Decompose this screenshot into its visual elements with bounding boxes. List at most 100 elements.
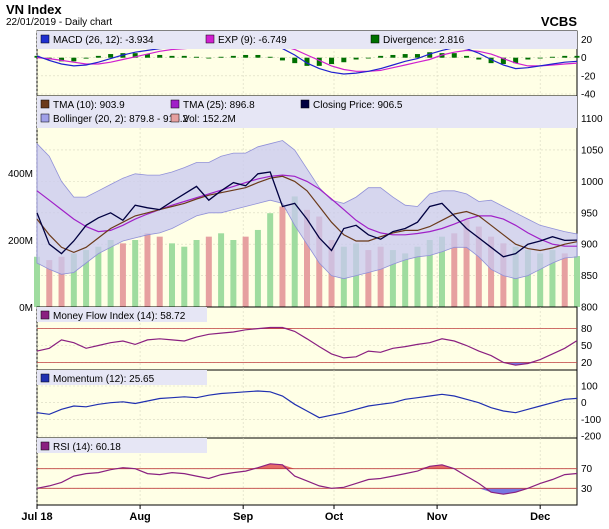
divergence-bar (255, 54, 261, 58)
chart-subtitle: 22/01/2019 - Daily chart (6, 17, 113, 28)
legend-swatch (300, 99, 310, 109)
legend-label: Vol: 152.2M (183, 114, 236, 125)
divergence-bar (230, 55, 236, 58)
x-tick-label: Aug (129, 511, 150, 523)
legend-label: TMA (10): 903.9 (53, 100, 125, 111)
divergence-bar (292, 57, 298, 64)
tma25-line (36, 174, 578, 247)
divergence-bar (427, 52, 433, 58)
legend-strip (37, 370, 207, 385)
legend-label: RSI (14): 60.18 (53, 442, 121, 453)
divergence-bar (451, 53, 457, 58)
mfi-line (36, 326, 578, 366)
divergence-bar (316, 57, 322, 66)
legend-swatch (170, 99, 180, 109)
volume-bar (119, 243, 126, 307)
y-tick-label: 1000 (581, 177, 604, 188)
volume-bar (279, 206, 286, 307)
mom-line (36, 390, 578, 419)
divergence-bar (218, 56, 224, 58)
legend-swatch (40, 99, 50, 109)
volume-bar (463, 219, 470, 307)
divergence-bar (390, 54, 396, 58)
legend-swatch (40, 373, 50, 383)
volume-bar (524, 250, 531, 307)
divergence-bar (476, 57, 482, 60)
y-tick-label: 1050 (581, 145, 604, 156)
legend-label: Bollinger (20, 2): 879.8 - 916.2 (53, 114, 189, 125)
bollinger-band (36, 140, 578, 280)
volume-bar (574, 256, 580, 307)
volume-bar (389, 250, 396, 307)
legend-swatch (170, 113, 180, 123)
y-tick-label: 800 (581, 303, 598, 314)
legend-swatch (40, 310, 50, 320)
volume-bar (475, 226, 482, 307)
tma10-line (36, 175, 578, 254)
legend-label: Momentum (12): 25.65 (53, 374, 155, 385)
y-tick-label: 950 (581, 208, 598, 219)
volume-bar (95, 246, 102, 307)
volume-bar (58, 256, 65, 307)
legend-strip (37, 307, 207, 322)
volume-bar (144, 233, 151, 307)
divergence-bar (279, 57, 285, 61)
exp-line (36, 43, 578, 72)
divergence-bar (329, 57, 335, 65)
volume-bar (439, 236, 445, 307)
x-tick-label: Sep (233, 511, 253, 523)
volume-bar (414, 246, 421, 307)
volume-bar (402, 253, 409, 307)
volume-bar (242, 236, 249, 307)
rsi-line (36, 463, 578, 495)
legend-swatch (40, 441, 50, 451)
divergence-bar (562, 55, 568, 58)
volume-bar (107, 240, 114, 307)
closing-price-line (36, 171, 578, 258)
macd-line (36, 40, 578, 75)
volume-bar (537, 253, 544, 307)
y-tick-label: 850 (581, 271, 598, 282)
divergence-bar (414, 54, 420, 58)
brand-label: VCBS (540, 14, 577, 29)
chart-title: VN Index (6, 2, 62, 17)
volume-bar (426, 240, 433, 307)
divergence-bar (243, 54, 249, 58)
volume-bar (377, 246, 384, 307)
legend-label: Closing Price: 906.5 (313, 100, 403, 111)
divergence-bar (341, 57, 347, 63)
divergence-bar (267, 56, 273, 58)
y-tick-label: -100 (581, 415, 601, 426)
divergence-bar (488, 57, 494, 64)
volume-bar (156, 236, 163, 307)
divergence-bar (549, 56, 555, 58)
volume-bar (451, 233, 458, 307)
divergence-bar (181, 55, 187, 58)
y-tick-label: 30 (581, 484, 593, 495)
divergence-bar (464, 55, 470, 58)
divergence-bar (83, 57, 89, 59)
legend-label: Divergence: 2.816 (383, 35, 465, 46)
x-tick-label: Jul 18 (21, 511, 52, 523)
volume-bar (46, 260, 53, 307)
volume-bar (561, 253, 568, 307)
divergence-bar (194, 56, 200, 58)
legend-swatch (205, 34, 215, 44)
y-tick-label: 0 (581, 53, 587, 64)
divergence-bar (574, 55, 580, 58)
y-tick-label: -20 (581, 71, 596, 82)
volume-bar (83, 250, 90, 307)
volume-tick-label: 200M (8, 236, 33, 247)
volume-tick-label: 400M (8, 169, 33, 180)
y-tick-label: 0 (581, 398, 587, 409)
y-tick-label: 70 (581, 464, 593, 475)
divergence-bar (206, 57, 212, 59)
divergence-bar (500, 57, 506, 65)
volume-bar (34, 256, 40, 307)
volume-tick-label: 0M (19, 303, 33, 314)
divergence-bar (365, 57, 371, 59)
volume-bar (488, 236, 495, 307)
legend-label: EXP (9): -6.749 (218, 35, 287, 46)
volume-bar (169, 243, 175, 307)
divergence-bar (537, 57, 543, 59)
